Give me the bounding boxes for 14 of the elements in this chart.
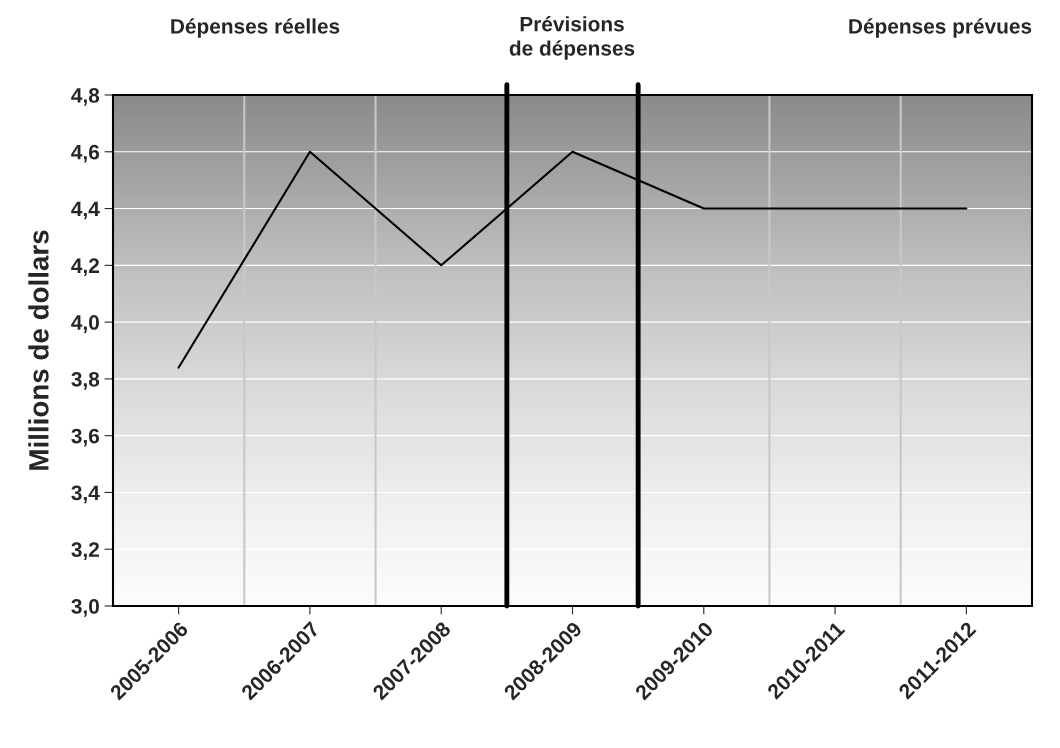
y-tick-label: 3,8: [71, 371, 100, 390]
y-tick-label: 4,6: [71, 144, 100, 163]
y-tick-label: 4,8: [71, 88, 100, 106]
y-tick-label: 4,0: [71, 315, 99, 333]
y-tick-label: 3,6: [71, 428, 100, 447]
text: Prévisions de dépenses: [509, 16, 635, 60]
y-tick-label: 3,4: [71, 485, 100, 504]
y-axis-title: Millions de dollars: [28, 230, 49, 470]
y-tick-label: 4,2: [71, 258, 99, 277]
text: Dépenses prévues: [849, 18, 1032, 38]
y-tick-label: 4,4: [71, 201, 100, 220]
y-tick-label: 3,0: [71, 599, 99, 617]
y-tick-label: 3,2: [71, 542, 99, 560]
text: Dépenses réelles: [171, 18, 340, 38]
